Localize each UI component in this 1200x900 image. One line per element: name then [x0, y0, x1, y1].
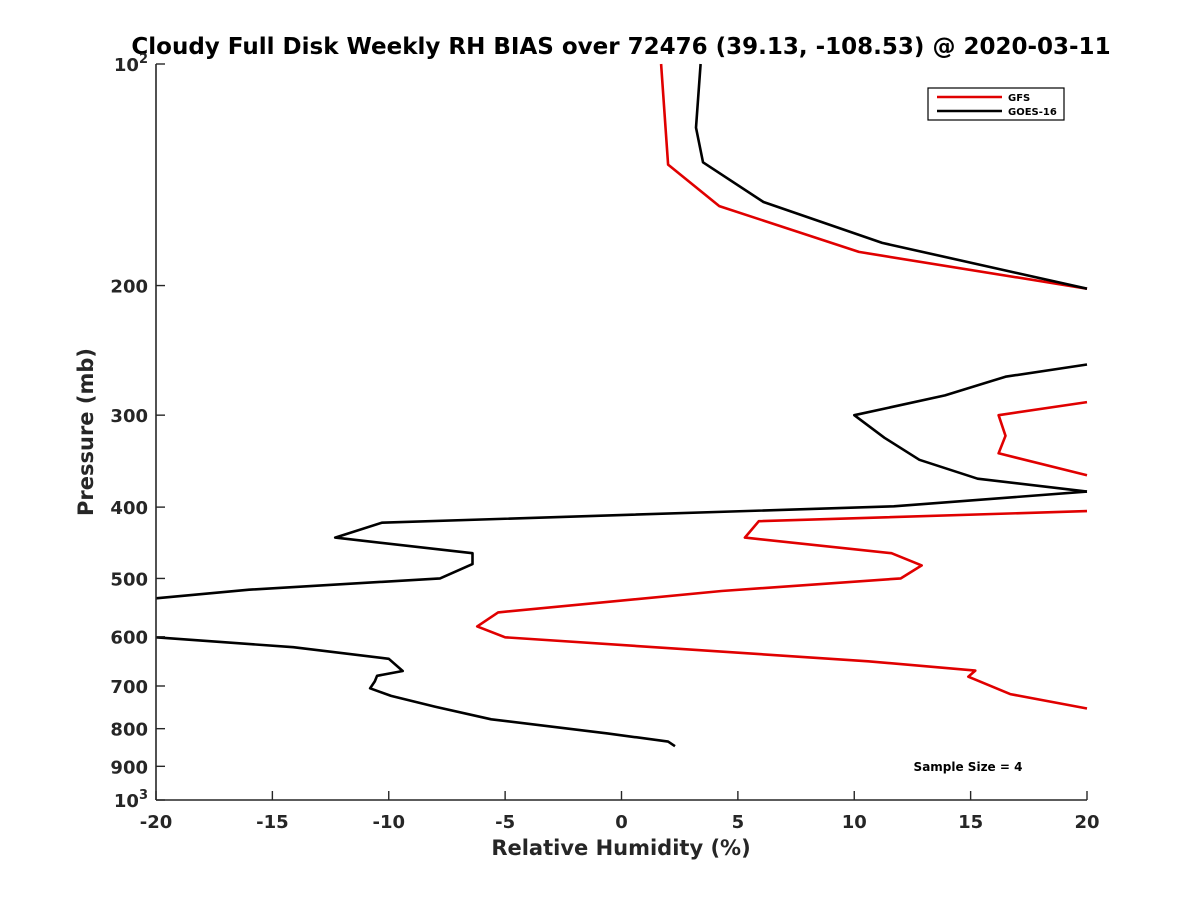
- series-line-gfs-segment-3: [475, 509, 1088, 710]
- sample-size-annotation: Sample Size = 4: [914, 760, 1023, 774]
- y-tick-label: 800: [110, 720, 148, 741]
- x-ticks: -20 -15 -10 -5 0 5 10 15 20: [140, 791, 1100, 833]
- legend-label-goes16: GOES-16: [1008, 107, 1057, 118]
- x-tick-label: -5: [495, 812, 515, 833]
- chart-title: Cloudy Full Disk Weekly RH BIAS over 724…: [131, 34, 1110, 60]
- y-tick-label: 900: [110, 757, 148, 778]
- y-axis-label: Pressure (mb): [74, 348, 98, 516]
- x-tick-label: -15: [256, 812, 289, 833]
- x-tick-label: 10: [842, 812, 867, 833]
- y-tick-label: 200: [110, 277, 148, 298]
- series-line-goes-16-segment-2: [852, 363, 1088, 493]
- x-tick-label: 0: [615, 812, 628, 833]
- legend: GFS GOES-16: [927, 87, 1065, 121]
- y-tick-label: 300: [110, 406, 148, 427]
- series-line-gfs-segment-1: [659, 63, 1088, 290]
- series-layer: [155, 63, 1088, 748]
- legend-label-gfs: GFS: [1008, 93, 1030, 104]
- y-tick-label: 400: [110, 498, 148, 519]
- y-tick-label: 103: [114, 788, 148, 812]
- series-line-gfs-segment-2: [997, 400, 1088, 477]
- y-tick-label: 500: [110, 569, 148, 590]
- x-tick-label: 20: [1074, 812, 1099, 833]
- series-line-goes-16-segment-3: [155, 490, 1088, 600]
- x-tick-label: 15: [958, 812, 983, 833]
- x-axis-label: Relative Humidity (%): [491, 836, 750, 860]
- y-tick-label: 600: [110, 628, 148, 649]
- y-tick-label: 700: [110, 677, 148, 698]
- y-ticks: 102 200 300 400 500 600 700 800 900 103: [110, 52, 165, 812]
- series-line-goes-16-segment-4: [155, 636, 676, 748]
- x-tick-label: -10: [372, 812, 405, 833]
- x-tick-label: -20: [140, 812, 173, 833]
- x-tick-label: 5: [732, 812, 745, 833]
- legend-box: [927, 87, 1065, 121]
- y-tick-label: 102: [114, 52, 148, 76]
- series-line-goes-16-segment-1: [694, 63, 1088, 290]
